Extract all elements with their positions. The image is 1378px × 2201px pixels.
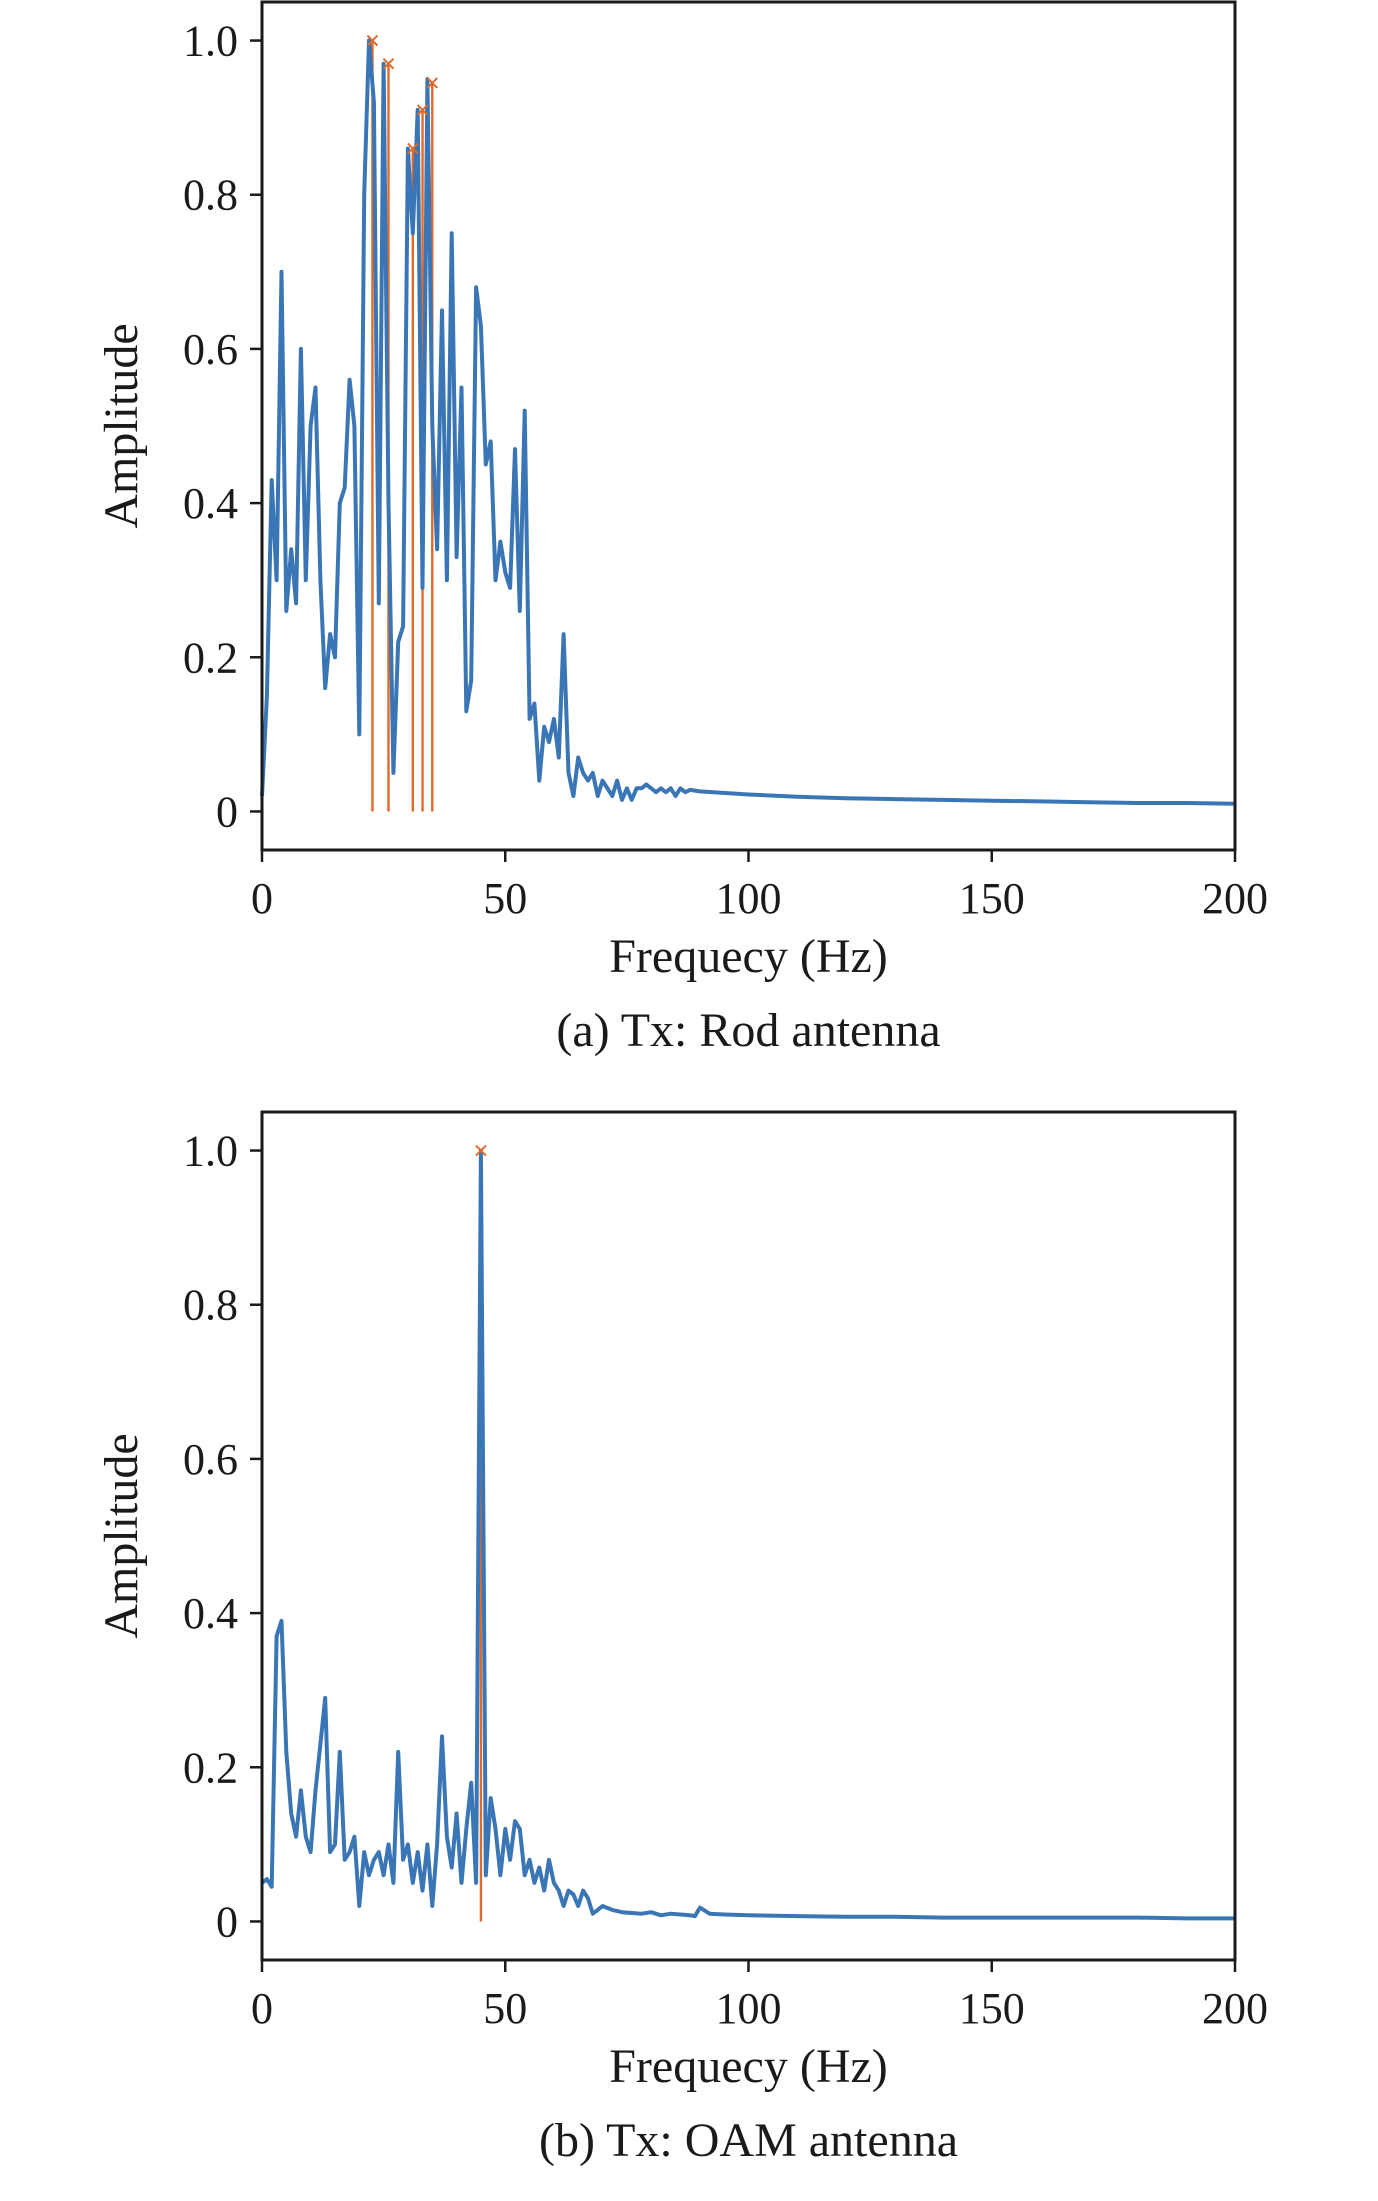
peak-marker (475, 1144, 487, 1157)
peak-marker (407, 142, 419, 155)
x-tick-label: 100 (716, 874, 782, 923)
y-tick-label: 1.0 (183, 17, 238, 66)
chart-panel-0: 0 50 100 150 200 0 0.2 0.4 0.6 0.8 1.0 Frequecy (Hz… (95, 0, 1268, 1057)
plot-frame (260, 0, 1237, 852)
series-line (260, 38, 1236, 806)
series-line (260, 1148, 1235, 1921)
x-tick-label: 100 (716, 1984, 782, 2033)
plot-frame (260, 1110, 1237, 1962)
y-tick-label: 0.8 (183, 1281, 238, 1330)
x-tick-label: 0 (251, 874, 273, 923)
peak-marker (416, 104, 429, 116)
y-tick-label: 0.6 (183, 325, 238, 374)
y-axis-label: Amplitude (95, 1433, 148, 1638)
chart-caption: (a) Tx: Rod antenna (556, 1004, 940, 1057)
y-tick-label: 0 (216, 1897, 238, 1946)
y-tick-label: 0.2 (183, 633, 238, 682)
peak-marker (426, 77, 438, 89)
y-tick-label: 0.4 (183, 479, 238, 528)
chart-caption: (b) Tx: OAM antenna (539, 2114, 958, 2167)
x-axis-label: Frequecy (Hz) (609, 2040, 888, 2093)
x-tick-label: 150 (959, 1984, 1025, 2033)
x-tick-label: 150 (959, 874, 1025, 923)
peak-markers (366, 34, 438, 155)
peak-marker (382, 57, 395, 70)
y-tick-label: 0.6 (183, 1435, 238, 1484)
y-tick-label: 0.2 (183, 1743, 238, 1792)
x-tick-label: 0 (251, 1984, 273, 2033)
peak-marker (366, 34, 379, 47)
y-tick-label: 1.0 (183, 1127, 238, 1176)
x-tick-label: 50 (483, 874, 527, 923)
peak-markers (475, 1144, 487, 1157)
chart-panel-1: 0 50 100 150 200 0 0.2 0.4 0.6 0.8 1.0 Frequecy (Hz… (95, 1110, 1268, 2167)
y-tick-label: 0 (216, 787, 238, 836)
y-axis-label: Amplitude (95, 323, 148, 528)
x-tick-label: 50 (483, 1984, 527, 2033)
x-tick-label: 200 (1202, 1984, 1268, 2033)
y-tick-label: 0.8 (183, 171, 238, 220)
x-tick-label: 200 (1202, 874, 1268, 923)
x-axis-label: Frequecy (Hz) (609, 930, 888, 983)
y-tick-label: 0.4 (183, 1589, 238, 1638)
